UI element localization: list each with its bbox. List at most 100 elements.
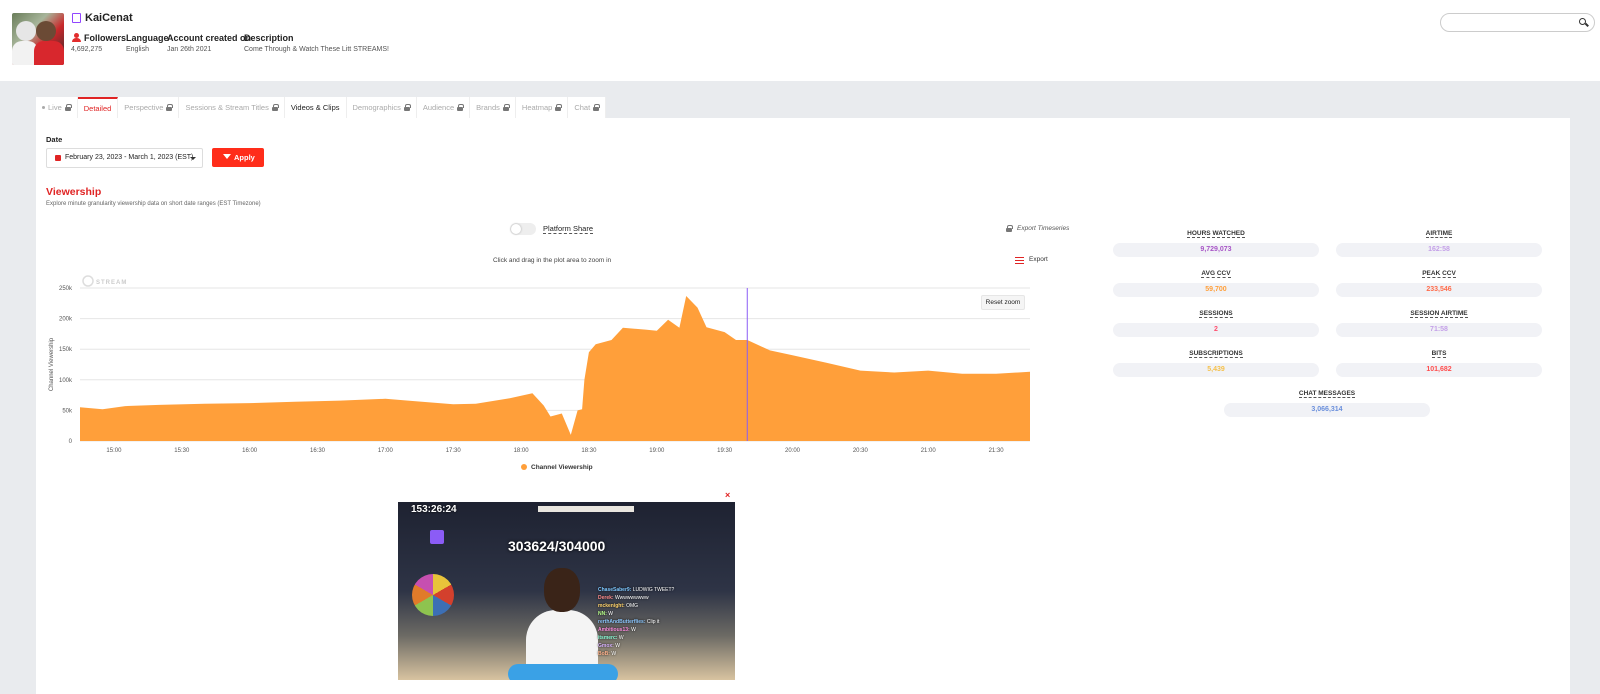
viewership-title: Viewership <box>46 186 102 198</box>
prize-wheel <box>412 574 454 616</box>
chat-message: Derek: Wwwwwwwww <box>598 595 649 601</box>
tab-bar: Live Detailed Perspective Sessions & Str… <box>36 97 607 118</box>
channel-name: KaiCenat <box>85 12 133 24</box>
x-tick-label: 18:00 <box>514 448 530 454</box>
tab-live[interactable]: Live <box>36 97 78 118</box>
y-tick-label: 250k <box>59 286 73 292</box>
account-created-label: Account created on <box>167 33 252 43</box>
lock-icon <box>593 104 601 111</box>
tab-chat[interactable]: Chat <box>568 97 607 118</box>
caret-down-icon <box>190 157 196 160</box>
language-value: English <box>126 46 149 53</box>
series-area <box>80 296 1030 441</box>
filter-icon <box>223 154 231 159</box>
followers-label: Followers <box>84 33 127 43</box>
y-tick-label: 100k <box>59 378 73 384</box>
sub-count: 303624/304000 <box>508 538 606 554</box>
x-tick-label: 15:00 <box>106 448 122 454</box>
chat-message: ChaseSaber9: LUDWIG TWEET? <box>598 587 675 593</box>
search-input[interactable] <box>1440 13 1595 32</box>
stat-value: 5,439 <box>1113 363 1319 377</box>
stat-value: 59,700 <box>1113 283 1319 297</box>
description-label: Description <box>244 33 294 43</box>
gift-icon <box>430 530 444 544</box>
lock-icon <box>64 104 72 111</box>
legend-marker <box>521 464 527 470</box>
lock-icon <box>1006 225 1013 232</box>
stat-label: SESSION AIRTIME <box>1410 310 1468 318</box>
stream-timer: 153:26:24 <box>411 504 457 515</box>
menu-icon <box>1015 257 1024 264</box>
watermark: STREAM <box>96 280 127 286</box>
stat-value: 3,066,314 <box>1224 403 1430 417</box>
channel-avatar <box>12 13 64 65</box>
stat-label: SUBSCRIPTIONS <box>1189 350 1243 358</box>
chat-message: mckenight: OMG <box>598 603 639 609</box>
y-tick-label: 200k <box>59 317 73 323</box>
y-tick-label: 50k <box>62 408 73 414</box>
stream-video-player[interactable]: 153:26:24 303624/304000 ChaseSaber9: LUD… <box>398 502 735 680</box>
lock-icon <box>457 104 465 111</box>
export-timeseries-link[interactable]: Export Timeseries <box>1017 225 1070 232</box>
calendar-icon <box>55 155 61 161</box>
main-panel: Date February 23, 2023 - March 1, 2023 (… <box>36 118 1570 694</box>
tab-heatmap[interactable]: Heatmap <box>515 97 569 118</box>
platform-share-toggle[interactable] <box>510 223 536 235</box>
lock-icon <box>502 104 510 111</box>
x-tick-label: 17:30 <box>446 448 462 454</box>
tab-brands[interactable]: Brands <box>470 97 516 118</box>
viewership-subtitle: Explore minute granularity viewership da… <box>46 201 261 207</box>
reset-zoom-button[interactable]: Reset zoom <box>981 295 1025 310</box>
stream-logo-icon <box>82 275 94 287</box>
stat-label: SESSIONS <box>1199 310 1233 318</box>
apply-button[interactable]: Apply <box>212 148 264 167</box>
x-tick-label: 19:00 <box>649 448 665 454</box>
lock-icon <box>271 104 279 111</box>
date-label: Date <box>46 135 63 144</box>
stat-value: 162:58 <box>1336 243 1542 257</box>
tab-sessions[interactable]: Sessions & Stream Titles <box>179 97 285 118</box>
x-tick-label: 21:30 <box>989 448 1005 454</box>
y-tick-label: 150k <box>59 347 73 353</box>
user-icon <box>72 33 81 42</box>
followers-value: 4,692,275 <box>71 46 103 53</box>
description-value: Come Through & Watch These Litt STREAMS! <box>244 46 389 53</box>
x-tick-label: 16:00 <box>242 448 258 454</box>
export-button[interactable]: Export <box>1015 256 1048 264</box>
search-icon[interactable] <box>1579 18 1586 25</box>
stat-value: 71:58 <box>1336 323 1542 337</box>
lock-icon <box>403 104 411 111</box>
x-tick-label: 20:00 <box>785 448 801 454</box>
tab-videos-clips[interactable]: Videos & Clips <box>284 97 347 118</box>
close-video-button[interactable]: × <box>725 490 731 500</box>
stat-value: 233,546 <box>1336 283 1542 297</box>
date-range-select[interactable]: February 23, 2023 - March 1, 2023 (EST) <box>46 148 203 168</box>
chat-message: Gmox: W <box>598 643 620 649</box>
chat-message: rerthAndButterflies: Clip it <box>598 619 660 625</box>
lock-icon <box>166 104 174 111</box>
account-created-value: Jan 26th 2021 <box>167 46 212 53</box>
x-tick-label: 16:30 <box>310 448 326 454</box>
x-tick-label: 19:30 <box>717 448 733 454</box>
y-axis-label: Channel Viewership <box>49 337 55 391</box>
tab-detailed[interactable]: Detailed <box>77 97 119 118</box>
stat-value: 9,729,073 <box>1113 243 1319 257</box>
y-tick-label: 0 <box>69 439 73 445</box>
stat-label: PEAK CCV <box>1422 270 1456 278</box>
twitch-icon <box>72 13 81 23</box>
language-label: Language <box>126 33 169 43</box>
tab-perspective[interactable]: Perspective <box>118 97 180 118</box>
viewership-chart[interactable]: 0 50k 100k 150k 200k 250k STREAM 15:00 15:30 16:0… <box>36 268 1086 608</box>
x-tick-label: 21:00 <box>921 448 937 454</box>
platform-share-label[interactable]: Platform Share <box>543 224 594 234</box>
stat-label: AIRTIME <box>1425 230 1453 238</box>
stat-value: 2 <box>1113 323 1319 337</box>
stat-label: AVG CCV <box>1201 270 1231 278</box>
tab-demographics[interactable]: Demographics <box>346 97 417 118</box>
tab-audience[interactable]: Audience <box>416 97 471 118</box>
x-tick-label: 15:30 <box>174 448 190 454</box>
stat-label: HOURS WATCHED <box>1187 230 1245 238</box>
legend-label: Channel Viewership <box>531 464 593 471</box>
x-tick-label: 20:30 <box>853 448 869 454</box>
lock-icon <box>555 104 563 111</box>
